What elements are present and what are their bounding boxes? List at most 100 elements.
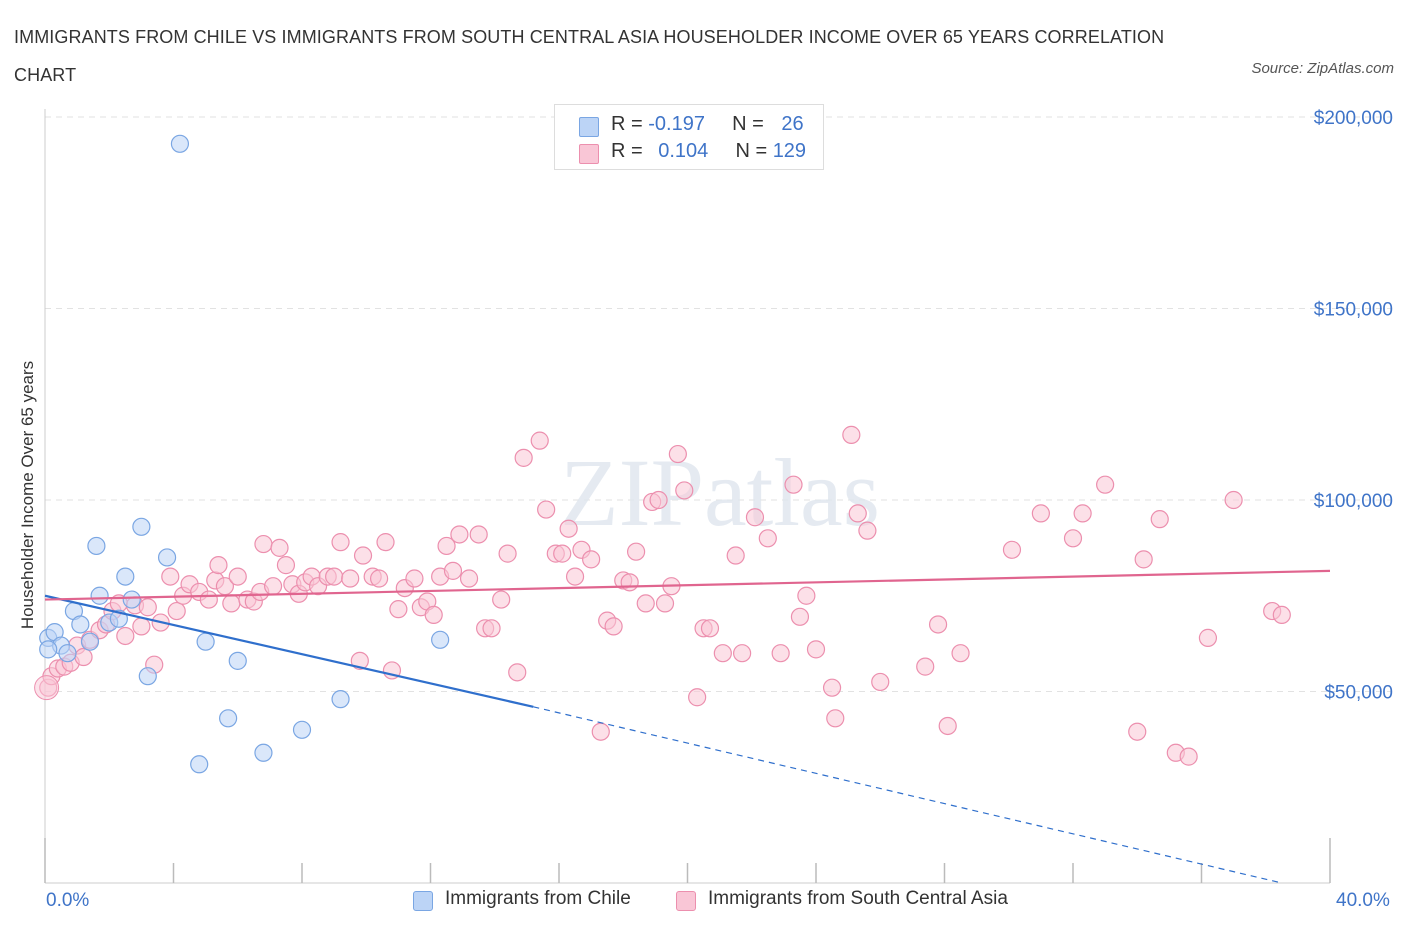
asia-point xyxy=(745,508,765,527)
asia-point xyxy=(270,538,289,557)
x-tick-max: 40.0% xyxy=(1336,890,1390,911)
asia-point xyxy=(209,556,228,575)
n-label: N = xyxy=(732,113,770,135)
asia-point xyxy=(514,448,533,467)
chile-trend-extension xyxy=(533,706,1282,884)
asia-trend-line xyxy=(44,569,1331,601)
asia-point xyxy=(1031,504,1050,523)
legend-label-chile: Immigrants from Chile xyxy=(445,888,631,909)
asia-point xyxy=(498,544,517,563)
asia-point xyxy=(951,644,970,663)
axes xyxy=(44,109,1331,884)
asia-point xyxy=(649,490,668,510)
asia-point xyxy=(713,644,732,663)
asia-point xyxy=(1002,540,1022,559)
chile-trend-line xyxy=(44,594,534,708)
chile-point xyxy=(116,567,135,586)
asia-point xyxy=(688,688,707,707)
chile-point xyxy=(87,536,106,556)
x-tick-min: 0.0% xyxy=(46,890,90,911)
n-value: 26 xyxy=(781,113,804,135)
asia-point xyxy=(492,590,511,609)
legend-label-asia: Immigrants from South Central Asia xyxy=(708,888,1008,909)
asia-point xyxy=(1179,747,1198,766)
asia-point xyxy=(826,709,845,728)
asia-point xyxy=(199,590,218,609)
asia-point xyxy=(700,619,720,638)
asia-point xyxy=(74,647,93,667)
asia-point xyxy=(1150,510,1169,529)
r-label: R = xyxy=(611,140,649,162)
n-value: 129 xyxy=(772,140,807,162)
chile-point xyxy=(58,644,77,663)
asia-point xyxy=(1198,628,1218,647)
asia-point xyxy=(341,569,360,588)
asia-point xyxy=(1073,504,1092,523)
asia-point xyxy=(620,573,639,592)
chile-swatch-icon xyxy=(579,117,599,137)
asia-point xyxy=(389,600,408,619)
asia-point xyxy=(530,431,549,450)
asia-point xyxy=(1134,550,1153,569)
asia-point xyxy=(758,529,777,548)
asia-point xyxy=(34,675,60,701)
asia-point xyxy=(848,504,867,523)
asia-point xyxy=(668,444,687,464)
asia-point xyxy=(138,598,157,617)
asia-point xyxy=(370,569,389,588)
asia-point xyxy=(565,567,585,586)
chile-point xyxy=(90,586,109,605)
asia-point xyxy=(822,678,842,697)
asia-point xyxy=(790,607,810,626)
asia-point xyxy=(726,546,745,565)
asia-point xyxy=(1272,605,1291,625)
chile-point xyxy=(132,517,151,536)
chile-point xyxy=(122,590,141,609)
asia-point xyxy=(508,663,527,682)
trend-lines xyxy=(44,569,1331,884)
asia-point xyxy=(424,605,443,625)
chile-point xyxy=(138,667,157,686)
asia-point xyxy=(858,521,877,540)
asia-point xyxy=(553,544,572,563)
asia-point xyxy=(871,672,890,692)
asia-swatch-icon xyxy=(579,144,599,164)
asia-point xyxy=(437,536,456,556)
asia-point xyxy=(132,617,151,636)
asia-legend-icon xyxy=(676,891,696,911)
asia-point xyxy=(582,550,601,569)
asia-point xyxy=(559,519,578,538)
asia-point xyxy=(167,601,186,621)
chart-source: Source: ZipAtlas.com xyxy=(1251,60,1394,77)
asia-point xyxy=(353,546,373,565)
asia-point xyxy=(626,542,646,561)
y-tick-label: $200,000 xyxy=(1314,108,1393,129)
asia-point xyxy=(1096,475,1115,494)
asia-point xyxy=(784,475,803,494)
chile-point xyxy=(71,615,90,634)
asia-point xyxy=(797,586,816,605)
chile-point xyxy=(292,720,312,739)
y-tick-label: $100,000 xyxy=(1314,491,1393,512)
chile-point xyxy=(219,709,238,728)
asia-point xyxy=(450,525,469,544)
asia-point xyxy=(276,556,296,575)
asia-point xyxy=(675,481,694,500)
asia-point xyxy=(806,640,826,659)
asia-point xyxy=(1128,722,1147,741)
asia-point xyxy=(325,567,344,586)
asia-point xyxy=(350,651,369,670)
asia-point xyxy=(636,594,655,613)
r-value: -0.197 xyxy=(648,113,705,135)
asia-point xyxy=(928,615,948,634)
asia-point xyxy=(459,569,479,588)
asia-point xyxy=(733,644,752,663)
n-label: N = xyxy=(735,140,773,162)
y-tick-labels: $50,000 $100,000 $150,000 $200,000 xyxy=(1314,108,1393,704)
asia-point xyxy=(263,577,283,596)
chile-point xyxy=(196,632,215,651)
y-tick-label: $50,000 xyxy=(1324,683,1393,704)
asia-point xyxy=(916,657,935,676)
series-legend: Immigrants from Chile Immigrants from So… xyxy=(0,888,1406,916)
asia-point xyxy=(537,500,556,519)
